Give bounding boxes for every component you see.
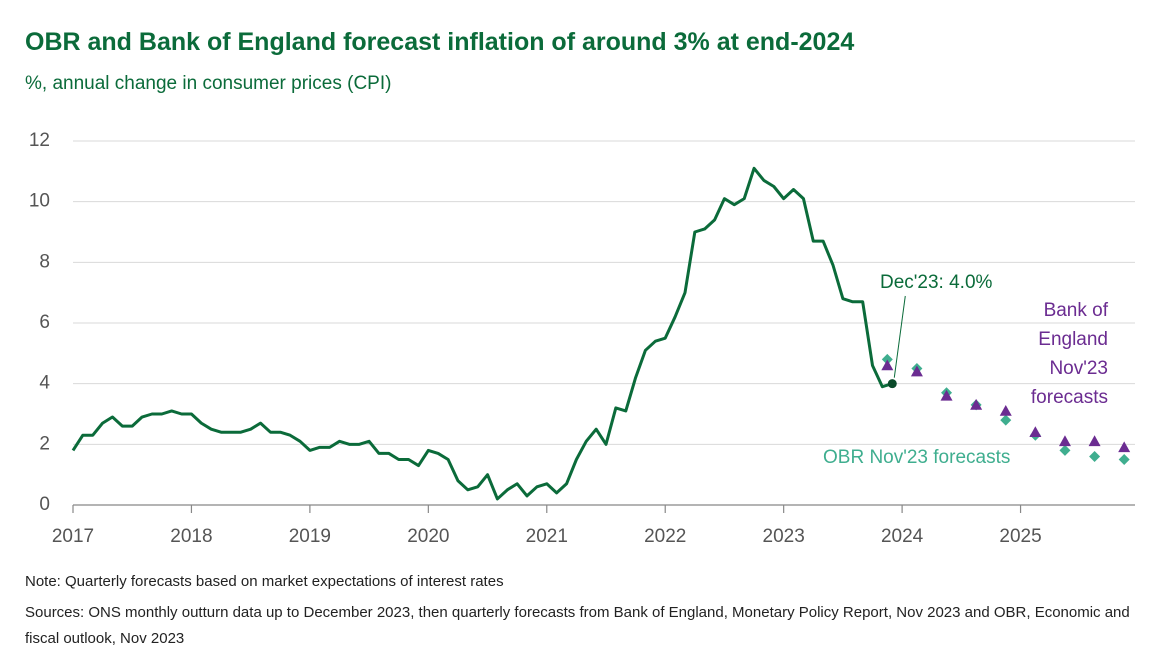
chart-title: OBR and Bank of England forecast inflati… bbox=[25, 28, 855, 56]
obr-forecast bbox=[1118, 454, 1130, 465]
x-tick-label: 2020 bbox=[407, 526, 449, 547]
boe-forecast bbox=[1058, 435, 1071, 447]
boe-forecast bbox=[910, 365, 923, 377]
obr-forecast bbox=[1000, 414, 1012, 426]
note: Note: Quarterly forecasts based on marke… bbox=[25, 573, 504, 590]
cpi-line bbox=[71, 166, 893, 501]
x-tick-label: 2021 bbox=[526, 526, 568, 547]
y-tick-label: 12 bbox=[29, 130, 50, 151]
annotation: Dec'23: 4.0% bbox=[880, 272, 993, 293]
x-tick-label: 2019 bbox=[289, 526, 331, 547]
boe-forecast bbox=[999, 404, 1012, 416]
x-tick-label: 2017 bbox=[52, 526, 94, 547]
x-tick-label: 2022 bbox=[644, 526, 686, 547]
series-label: Bank of England Nov'23 forecasts bbox=[1030, 300, 1108, 408]
x-tick-label: 2018 bbox=[170, 526, 212, 547]
obr-forecast bbox=[1089, 450, 1101, 462]
series-label: OBR Nov'23 forecasts bbox=[823, 447, 1011, 468]
y-tick-label: 2 bbox=[39, 433, 50, 454]
y-tick-label: 8 bbox=[39, 251, 50, 272]
boe-forecast bbox=[970, 398, 983, 410]
y-tick-label: 10 bbox=[29, 191, 50, 212]
x-tick-label: 2025 bbox=[999, 526, 1041, 547]
boe-forecast bbox=[940, 389, 953, 401]
y-tick-label: 0 bbox=[39, 494, 50, 515]
y-tick-label: 6 bbox=[39, 312, 50, 333]
boe-forecast bbox=[1118, 441, 1131, 453]
obr-forecast bbox=[881, 353, 893, 365]
boe-forecast bbox=[881, 359, 894, 371]
chart-subtitle: %, annual change in consumer prices (CPI… bbox=[25, 73, 392, 94]
y-tick-label: 4 bbox=[39, 373, 50, 394]
boe-forecast bbox=[1088, 435, 1101, 447]
x-tick-label: 2023 bbox=[763, 526, 805, 547]
obr-forecast bbox=[1059, 444, 1071, 456]
boe-forecast bbox=[1029, 426, 1042, 437]
x-tick-label: 2024 bbox=[881, 526, 924, 547]
annotation-leader bbox=[893, 295, 906, 378]
last-point bbox=[887, 379, 897, 389]
sources: Sources: ONS monthly outturn data up to … bbox=[25, 604, 1130, 647]
